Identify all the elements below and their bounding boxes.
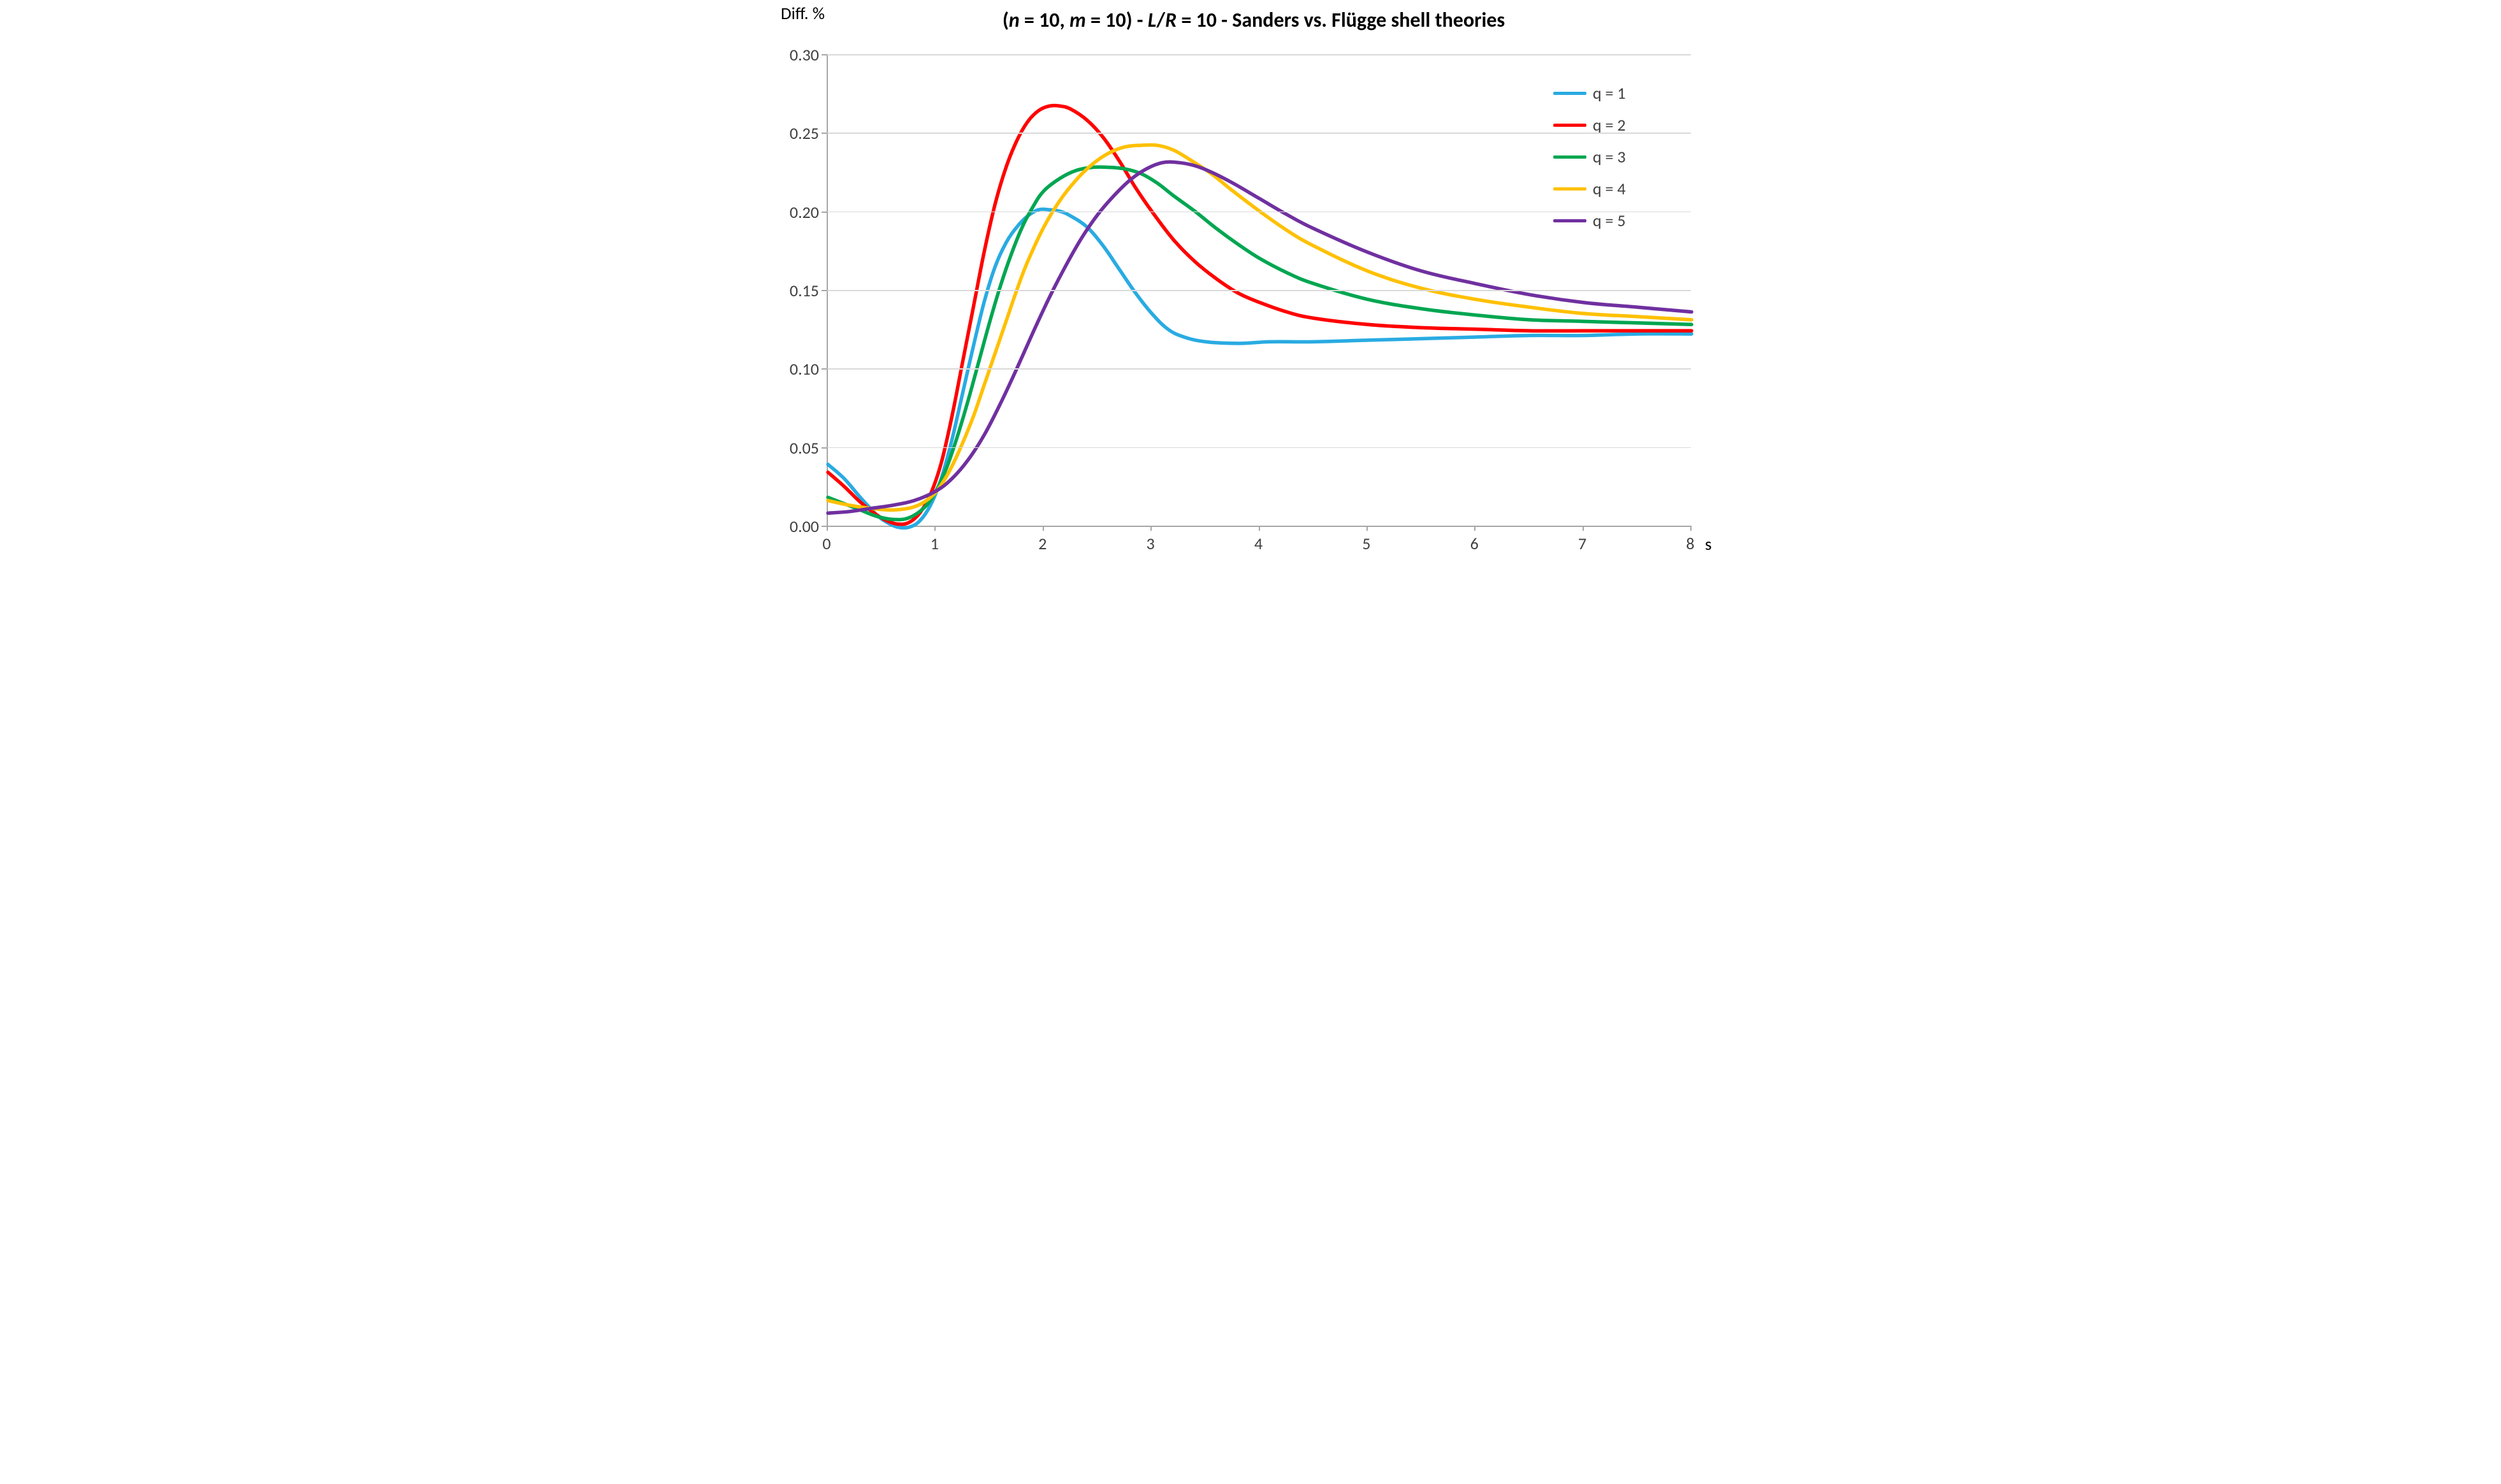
legend-item: q = 3 [1553,147,1626,167]
gridline [827,54,1691,55]
y-tick-mark [822,290,827,291]
gridline [827,368,1691,370]
x-tick-label: 7 [1570,533,1595,554]
legend-label: q = 5 [1593,210,1626,231]
y-tick-label: 0.05 [774,438,819,458]
gridline [827,212,1691,213]
x-tick-mark [1583,526,1584,531]
x-tick-label: 4 [1246,533,1272,554]
x-tick-label: 0 [814,533,839,554]
y-tick-mark [822,212,827,213]
y-tick-label: 0.10 [774,359,819,379]
legend-item: q = 4 [1553,178,1626,199]
legend-swatch [1553,219,1586,222]
y-tick-mark [822,526,827,527]
legend-item: q = 2 [1553,115,1626,135]
legend-swatch [1553,124,1586,127]
x-tick-mark [1259,526,1260,531]
legend-swatch [1553,92,1586,95]
x-tick-mark [827,526,828,531]
y-tick-label: 0.20 [774,202,819,222]
chart-title: (n = 10, m = 10) - L/R = 10 - Sanders vs… [916,8,1591,32]
x-tick-mark [1043,526,1044,531]
y-tick-label: 0.00 [774,516,819,537]
y-tick-mark [822,54,827,55]
y-tick-label: 0.25 [774,123,819,143]
gridline [827,290,1691,291]
y-axis-title: Diff. % [781,3,825,24]
x-tick-label: 5 [1354,533,1379,554]
y-tick-mark [822,368,827,370]
x-tick-mark [1690,526,1692,531]
gridline [827,133,1691,134]
x-tick-label: 8 [1678,533,1703,554]
chart-container: Diff. % (n = 10, m = 10) - L/R = 10 - Sa… [769,0,1732,571]
y-tick-label: 0.30 [774,45,819,65]
legend: q = 1 q = 2 q = 3 q = 4 q = 5 [1553,83,1626,231]
y-tick-label: 0.15 [774,280,819,301]
y-tick-mark [822,447,827,449]
x-tick-label: 2 [1030,533,1055,554]
x-axis-title: s [1705,534,1712,555]
legend-label: q = 4 [1593,178,1626,199]
x-tick-label: 3 [1138,533,1163,554]
y-tick-mark [822,133,827,134]
x-tick-label: 6 [1461,533,1487,554]
x-tick-label: 1 [922,533,947,554]
legend-label: q = 3 [1593,147,1626,167]
x-tick-mark [1474,526,1475,531]
legend-item: q = 5 [1553,210,1626,231]
legend-label: q = 1 [1593,83,1626,103]
legend-swatch [1553,155,1586,159]
gridline [827,447,1691,449]
legend-swatch [1553,187,1586,191]
x-tick-mark [934,526,936,531]
x-tick-mark [1366,526,1368,531]
x-tick-mark [1150,526,1152,531]
legend-label: q = 2 [1593,115,1626,135]
legend-item: q = 1 [1553,83,1626,103]
